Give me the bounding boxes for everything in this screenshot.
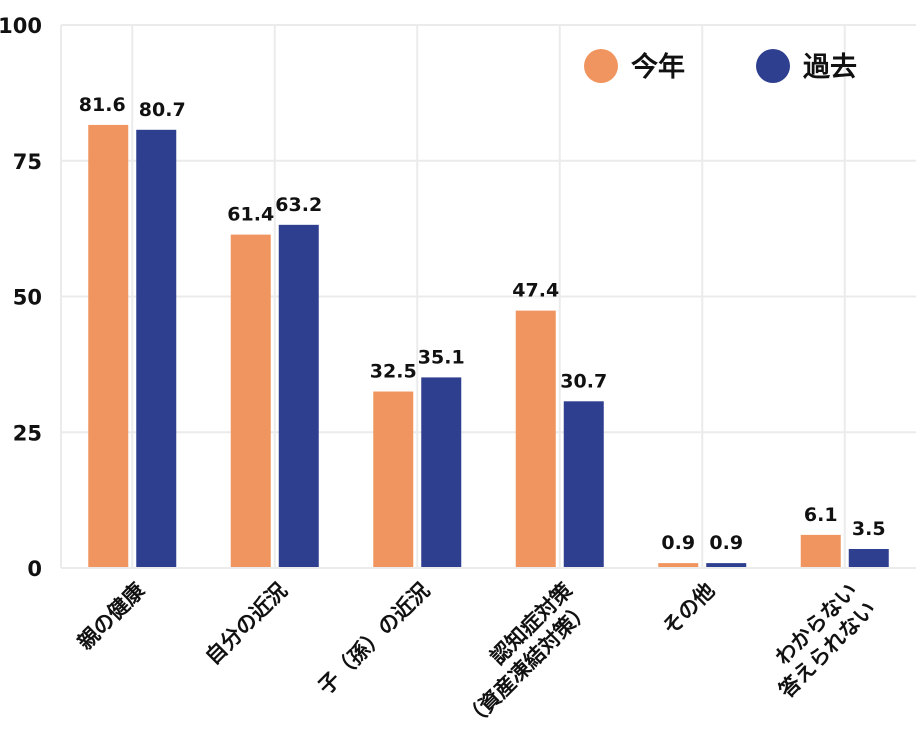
x-tick-label: 認知症対策（資産凍結対策） (441, 578, 596, 733)
data-label: 32.5 (370, 361, 417, 383)
x-tick-label-line: 子（孫）の近況 (314, 578, 435, 699)
bar-this-year (658, 563, 699, 568)
y-tick-label: 100 (0, 14, 42, 38)
legend-swatch (756, 49, 790, 83)
bar-this-year (800, 534, 841, 568)
bar-past (278, 224, 319, 568)
y-tick-label: 25 (13, 421, 42, 445)
legend-label: 過去 (803, 52, 857, 83)
bar-past (706, 563, 747, 568)
bar-this-year (373, 391, 414, 568)
data-label: 0.9 (709, 532, 743, 554)
bar-past (563, 401, 604, 568)
data-label: 35.1 (418, 346, 465, 368)
bar-this-year (88, 124, 129, 569)
x-tick-label: その他 (658, 578, 720, 640)
x-tick-label-line: 自分の近況 (201, 578, 292, 669)
x-tick-label-line: その他 (658, 578, 720, 640)
data-label: 0.9 (661, 532, 695, 554)
bar-this-year (515, 310, 556, 568)
data-label: 6.1 (804, 504, 838, 526)
x-tick-label-line: 親の健康 (73, 578, 150, 655)
y-tick-label: 75 (13, 150, 42, 174)
x-tick-label: 自分の近況 (201, 578, 292, 669)
data-label: 47.4 (512, 280, 559, 302)
bar-past (421, 377, 462, 568)
data-label: 63.2 (275, 194, 322, 216)
legend-label: 今年 (631, 51, 685, 83)
x-tick-label: 子（孫）の近況 (314, 578, 435, 699)
x-tick-label: 親の健康 (73, 578, 150, 655)
data-label: 61.4 (227, 204, 274, 226)
bar-past (136, 129, 177, 568)
legend-swatch (584, 49, 618, 83)
data-label: 30.7 (560, 370, 607, 392)
y-tick-label: 0 (27, 557, 42, 581)
bar-past (848, 548, 889, 568)
bar-this-year (230, 234, 271, 568)
data-label: 80.7 (139, 99, 186, 121)
y-tick-label: 50 (13, 286, 42, 310)
x-tick-label: わからない答えられない (756, 578, 880, 702)
data-label: 81.6 (79, 94, 126, 116)
data-label: 3.5 (852, 518, 886, 540)
